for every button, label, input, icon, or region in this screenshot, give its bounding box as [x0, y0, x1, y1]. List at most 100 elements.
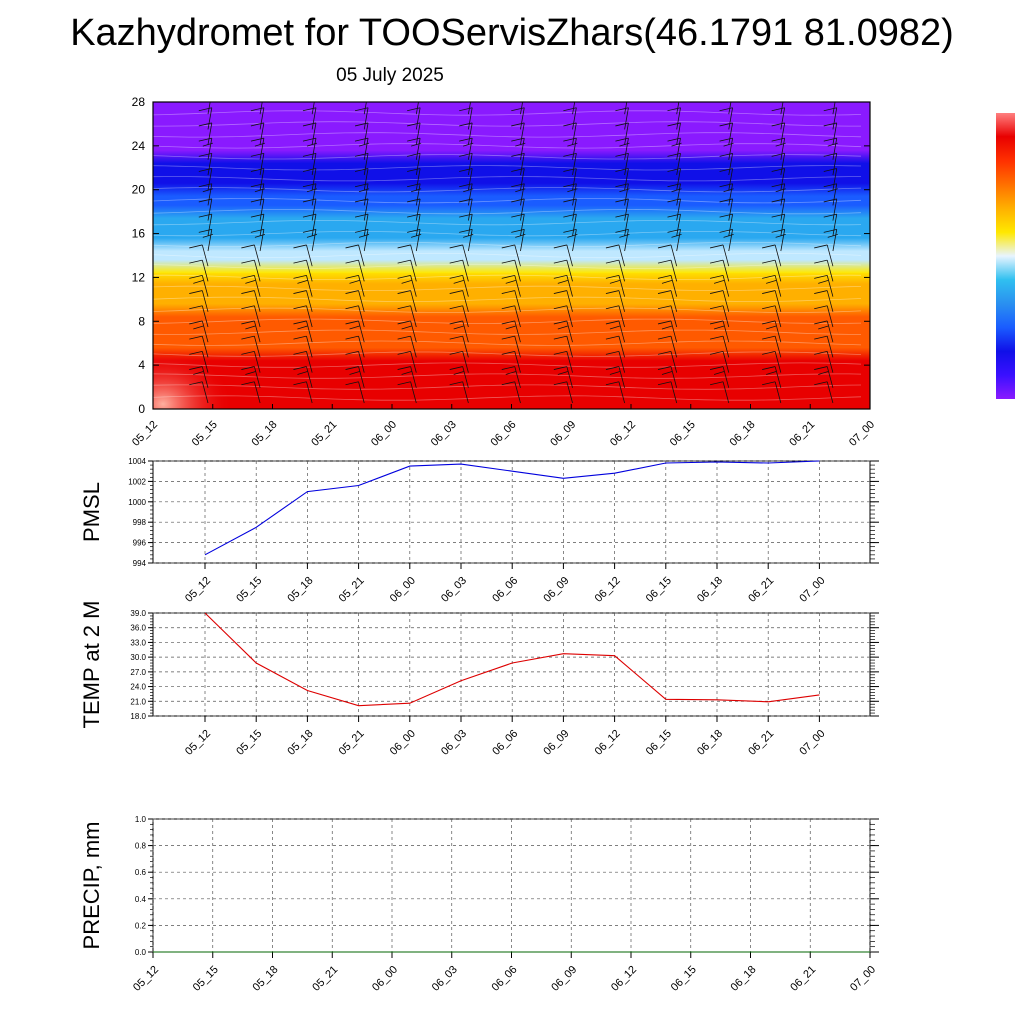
series-line — [204, 612, 820, 707]
wind-barb-feather — [501, 259, 515, 264]
contour-line — [153, 143, 862, 149]
wind-barb-feather — [354, 152, 369, 157]
wind-barb — [462, 336, 469, 358]
wind-barb — [566, 351, 573, 373]
wind-barb — [311, 107, 317, 130]
wind-barb-feather — [397, 290, 411, 294]
wind-barb — [306, 381, 313, 404]
wind-barb — [728, 107, 733, 130]
wind-barb — [780, 153, 786, 176]
wind-barb-feather — [307, 98, 317, 101]
wind-barb-feather — [397, 274, 411, 279]
wind-barb — [363, 153, 369, 176]
wind-barb — [566, 320, 573, 343]
wind-barb-feather — [193, 371, 204, 375]
wind-barb-feather — [657, 305, 672, 310]
wind-barb-feather — [567, 98, 577, 101]
y-tick-label: 0.4 — [135, 895, 147, 904]
wind-barb — [415, 122, 421, 145]
wind-barb-feather — [189, 350, 203, 355]
wind-barb-feather — [501, 335, 515, 340]
wind-barb-feather — [605, 320, 620, 325]
contour-line — [153, 231, 862, 237]
contour-line — [153, 121, 861, 127]
wind-barb — [572, 138, 577, 160]
x-tick-label: 07_00 — [848, 964, 878, 994]
contour-line — [153, 395, 862, 401]
wind-barb-feather — [766, 371, 777, 375]
x-tick-label: 05_12 — [131, 964, 161, 994]
contour-line — [153, 176, 861, 182]
wind-barb-feather — [345, 350, 359, 355]
x-tick-label: 06_18 — [695, 575, 725, 605]
x-tick-label: 06_12 — [608, 419, 638, 449]
wind-barb-feather — [359, 98, 369, 101]
series-line — [204, 460, 820, 556]
wind-barb — [306, 260, 313, 282]
wind-barb-feather — [501, 320, 515, 325]
wind-barb-feather — [823, 122, 837, 127]
wind-barb-feather — [198, 228, 212, 233]
wind-barb-feather — [615, 198, 629, 203]
wind-barb-feather — [719, 228, 733, 233]
wind-barb-feather — [198, 107, 212, 112]
y-tick-label: 996 — [133, 539, 147, 548]
y-tick-label: 0.6 — [135, 868, 147, 877]
wind-barb — [624, 138, 629, 160]
wind-barb — [253, 244, 261, 267]
wind-barb — [358, 336, 365, 358]
wind-barb — [670, 366, 678, 388]
heatmap-band — [153, 354, 870, 409]
wind-barb — [207, 198, 213, 221]
precip-panel: 0.0 0.2 0.4 0.6 0.8 1.0 05_12 05_15 05_18 05_21 06… — [79, 815, 879, 994]
wind-barb — [306, 275, 313, 297]
wind-barb-feather — [297, 371, 308, 375]
wind-barb-feather — [766, 279, 777, 284]
wind-barb-feather — [814, 350, 828, 355]
contour-line — [153, 274, 862, 280]
wind-barb-feather — [241, 320, 255, 325]
wind-barb — [311, 168, 317, 191]
x-tick-label: 05_12 — [183, 728, 213, 758]
x-tick-label: 05_18 — [250, 419, 280, 449]
wind-barb — [306, 320, 313, 343]
wind-barb-feather — [407, 137, 421, 142]
wind-barb-feather — [189, 335, 203, 340]
wind-barb-feather — [449, 305, 463, 310]
wind-barb-feather — [407, 122, 421, 127]
wind-barb — [676, 168, 681, 191]
x-tick-label: 06_06 — [490, 728, 520, 758]
wind-barb — [520, 198, 525, 221]
contour-line — [153, 340, 862, 346]
wind-barb — [520, 138, 525, 160]
wind-barb — [826, 351, 834, 373]
wind-barb-feather — [303, 93, 316, 96]
wind-barb — [832, 168, 838, 191]
wind-barb-feather — [667, 122, 681, 127]
wind-barb-feather — [719, 183, 733, 188]
wind-barb — [306, 305, 313, 328]
wind-barb — [311, 214, 317, 236]
wind-barb-feather — [668, 93, 681, 96]
wind-barb-feather — [511, 152, 525, 157]
wind-barb-feather — [553, 259, 567, 264]
contour-line — [153, 351, 862, 357]
wind-barb-feather — [672, 98, 682, 101]
wind-barb — [462, 244, 469, 267]
y-tick-label: 8 — [138, 314, 145, 328]
x-tick-label: 06_03 — [429, 419, 459, 449]
wind-barb-feather — [818, 279, 829, 284]
wind-barb — [467, 198, 473, 221]
wind-barb-feather — [563, 137, 577, 142]
wind-barb — [358, 275, 365, 297]
wind-barb-feather — [349, 325, 360, 330]
wind-barb — [728, 153, 733, 176]
x-tick-label: 05_21 — [309, 419, 339, 449]
heatmap-body — [153, 93, 870, 409]
wind-barb-feather — [709, 381, 724, 386]
wind-barb-feather — [250, 168, 264, 172]
wind-barb-feather — [302, 137, 317, 142]
wind-barb-feather — [401, 371, 412, 375]
x-tick-label: 05_21 — [337, 728, 367, 758]
